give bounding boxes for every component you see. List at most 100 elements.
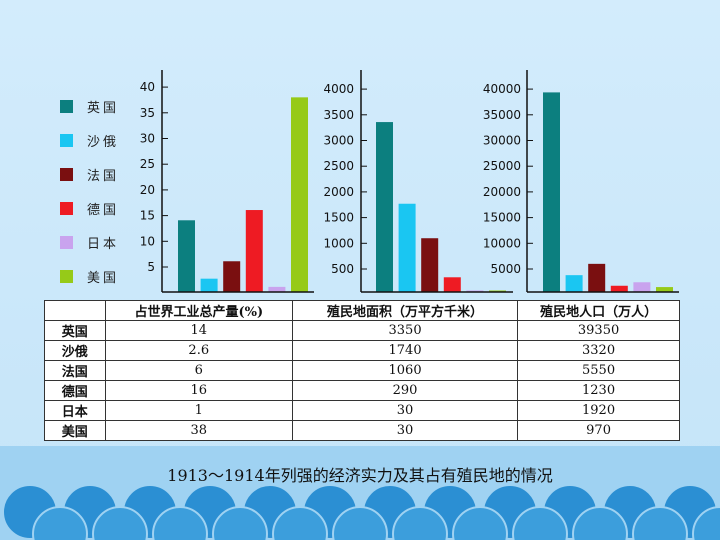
scallop [272, 506, 328, 540]
scallop [452, 506, 508, 540]
y-tick-label: 25000 [483, 159, 521, 173]
table-row-header: 英国 [44, 320, 106, 341]
y-tick-label: 1000 [323, 236, 354, 250]
bar-德国 [610, 285, 628, 292]
y-tick-label: 30000 [483, 134, 521, 148]
legend-item: 德国 [60, 198, 119, 218]
scallop [332, 506, 388, 540]
bar-德国 [443, 277, 461, 292]
bar-英国 [178, 220, 195, 292]
legend-item: 沙俄 [60, 130, 119, 150]
bar-英国 [376, 122, 393, 292]
y-tick-label: 1500 [323, 211, 354, 225]
table-cell: 14 [104, 320, 293, 341]
table-cell: 1920 [517, 400, 680, 421]
scallop [692, 506, 720, 540]
data-table: 占世界工业总产量(%) 殖民地面积（万平方千米） 殖民地人口（万人） 英国 14 335… [44, 300, 680, 441]
table-header-cell: 殖民地面积（万平方千米） [291, 300, 519, 321]
y-tick-label: 25 [140, 157, 155, 171]
y-tick-label: 35000 [483, 108, 521, 122]
legend-swatch [60, 269, 73, 283]
y-tick-label: 5 [147, 260, 155, 274]
table-cell: 39350 [517, 320, 680, 341]
y-tick-label: 35 [140, 106, 155, 120]
bar-日本 [268, 286, 286, 292]
table-header-cell: 占世界工业总产量(%) [104, 300, 293, 321]
legend-swatch [60, 133, 73, 147]
table-cell: 38 [104, 420, 293, 441]
table-row-header: 法国 [44, 360, 106, 381]
legend-swatch [60, 235, 73, 249]
y-tick-label: 10000 [483, 236, 521, 250]
legend-item: 美国 [60, 266, 119, 286]
legend-label: 沙俄 [87, 134, 120, 150]
chart-panel: 500 1000 1500 2000 2500 3000 3500 4000 [323, 70, 513, 293]
y-tick-label: 15000 [483, 211, 521, 225]
y-tick-label: 5000 [490, 262, 521, 276]
y-tick-label: 40 [140, 80, 155, 94]
scallop [32, 506, 88, 540]
y-tick-label: 40000 [483, 82, 521, 96]
legend-swatch [60, 99, 73, 113]
table-cell: 5550 [517, 360, 680, 381]
table-row: 德国 16 290 1230 [44, 380, 680, 401]
table-row: 沙俄 2.6 1740 3320 [44, 340, 680, 361]
table-cell: 6 [104, 360, 293, 381]
bar-法国 [588, 263, 606, 292]
legend-item: 日本 [60, 232, 119, 252]
bar-沙俄 [200, 278, 218, 292]
scallop [512, 506, 568, 540]
table-cell: 30 [291, 400, 519, 421]
bar-美国 [656, 287, 673, 292]
table-row-header: 沙俄 [44, 340, 106, 361]
table-cell: 1740 [291, 340, 519, 361]
legend-label: 日本 [87, 236, 120, 252]
legend-label: 英国 [87, 100, 120, 116]
scallop-decoration [2, 484, 720, 540]
scallop [572, 506, 628, 540]
y-tick-label: 30 [140, 132, 155, 146]
bar-charts: 5 10 15 20 25 30 35 40 500 1000 1500 2000 2500 3000 35… [140, 70, 679, 293]
table-header-row: 占世界工业总产量(%) 殖民地面积（万平方千米） 殖民地人口（万人） [44, 300, 680, 321]
bar-美国 [291, 97, 308, 292]
bar-沙俄 [565, 275, 583, 292]
table-cell: 2.6 [104, 340, 293, 361]
caption: 1913～1914年列强的经济实力及其占有殖民地的情况 [167, 466, 553, 485]
y-tick-label: 2000 [323, 185, 354, 199]
table-row-header: 日本 [44, 400, 106, 421]
table-cell: 3350 [291, 320, 519, 341]
y-tick-label: 3000 [323, 134, 354, 148]
table-row: 日本 1 30 1920 [44, 400, 680, 421]
y-tick-label: 4000 [323, 82, 354, 96]
bar-英国 [543, 92, 560, 292]
table-row-header: 德国 [44, 380, 106, 401]
table-cell: 1 [104, 400, 293, 421]
y-tick-label: 15 [140, 209, 155, 223]
table-header-cell [44, 300, 106, 321]
bar-德国 [245, 210, 263, 292]
scallop [152, 506, 208, 540]
table-row: 英国 14 3350 39350 [44, 320, 680, 341]
legend-item: 法国 [60, 164, 119, 184]
legend-swatch [60, 167, 73, 181]
table-cell: 290 [291, 380, 519, 401]
bar-日本 [633, 282, 651, 292]
scallop [212, 506, 268, 540]
table-cell: 30 [291, 420, 519, 441]
y-tick-label: 2500 [323, 159, 354, 173]
y-tick-label: 10 [140, 234, 155, 248]
table-cell: 16 [104, 380, 293, 401]
bar-法国 [223, 261, 241, 292]
chart-panel: 5000 10000 15000 20000 25000 30000 35000 40000 [483, 70, 679, 293]
bar-沙俄 [398, 203, 416, 292]
legend-label: 德国 [87, 202, 120, 218]
table-cell: 1060 [291, 360, 519, 381]
legend-label: 法国 [87, 168, 120, 184]
legend-item: 英国 [60, 96, 119, 116]
legend-swatch [60, 201, 73, 215]
legend-label: 美国 [87, 270, 120, 286]
y-tick-label: 20000 [483, 185, 521, 199]
y-tick-label: 3500 [323, 108, 354, 122]
table-cell: 970 [517, 420, 680, 441]
chart-panel: 5 10 15 20 25 30 35 40 [140, 70, 314, 293]
